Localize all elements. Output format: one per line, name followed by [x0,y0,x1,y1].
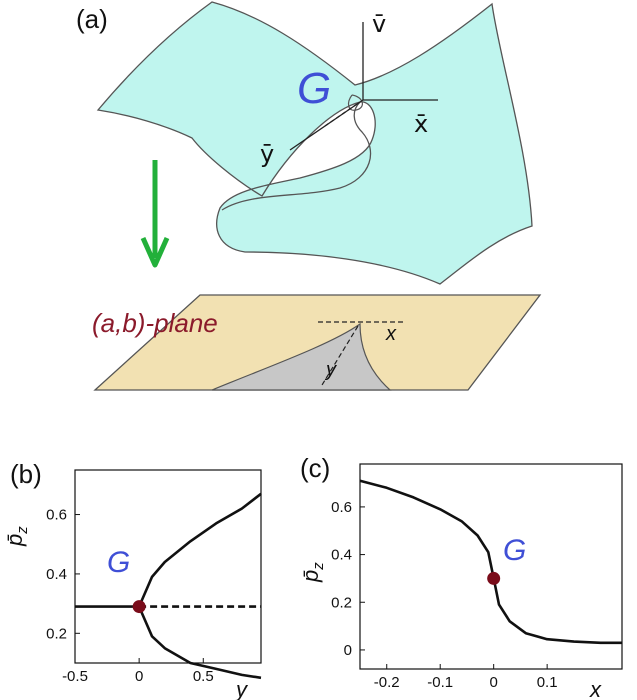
panel-c: (c) -0.2 -0.1 0 0.1 0 0.2 0.4 0.6 G p̄z x [298,453,623,700]
fold-edge-curve [221,101,372,211]
v-bar-label: v̄ [372,10,386,38]
x-tick-label-b: 0 [135,668,143,685]
series-line-c-0 [359,479,622,645]
y-tick-label-c: 0.2 [331,594,352,611]
plane-y-label: y [324,359,337,381]
xlabel-b: y [234,677,249,700]
y-tick-label-c: 0.4 [331,547,352,564]
xlabel-c: x [589,677,602,700]
x-tick-label-b: -0.5 [62,668,88,685]
cusp-region [211,322,392,391]
ab-plane [93,294,542,391]
plot-c-content: -0.2 -0.1 0 0.1 0 0.2 0.4 0.6 [331,479,622,691]
y-bar-label: ȳ [260,140,274,168]
x-bar-label: x̄ [414,110,428,138]
ylabel-b-main: p̄ [2,534,27,547]
point-g-marker-b [132,600,146,614]
x-tick-label-c: -0.1 [427,674,453,691]
fold-surface [96,1,533,285]
x-tick-label-c: 0.1 [537,674,558,691]
plot-c-frame [359,463,623,670]
panel-c-label: (c) [300,453,330,483]
ylabel-c-sub: z [310,562,327,571]
ylabel-c-main: p̄ [298,570,323,583]
y-tick-label-b: 0.6 [46,507,67,524]
series-line-b-2 [137,492,262,608]
projection-arrow [140,160,170,268]
marker-g-label-c: G [503,534,526,567]
y-tick-label-c: 0.6 [331,499,352,516]
marker-g-label-b: G [107,546,130,579]
y-tick-label-b: 0.4 [46,566,67,583]
y-tick-label-b: 0.2 [46,625,67,642]
plane-y-line [321,325,359,386]
panel-a-label: (a) [76,4,108,34]
ylabel-b-sub: z [14,526,31,535]
panel-a: (a) v̄ x̄ ȳ G x y (a,b)-plane [76,1,542,391]
fold-inner-curve [347,94,363,111]
panel-b: (b) -0.5 0 0.5 0.2 0.4 0.6 G p̄z y [2,459,262,700]
series-line-b-3 [137,606,262,680]
ylabel-c: p̄z [298,562,327,583]
surface-g-label: G [297,64,331,113]
plot-b-content: -0.5 0 0.5 0.2 0.4 0.6 [46,492,262,685]
x-tick-label-b: 0.5 [193,668,214,685]
plane-label: (a,b)-plane [92,308,218,338]
plane-x-label: x [385,323,397,345]
point-g-marker-c [487,571,501,585]
ylabel-b: p̄z [2,526,31,547]
plot-b-frame [74,469,262,664]
y-tick-label-c: 0 [344,642,352,659]
x-tick-label-c: -0.2 [374,674,400,691]
x-tick-label-c: 0 [490,674,498,691]
panel-b-label: (b) [10,459,42,489]
